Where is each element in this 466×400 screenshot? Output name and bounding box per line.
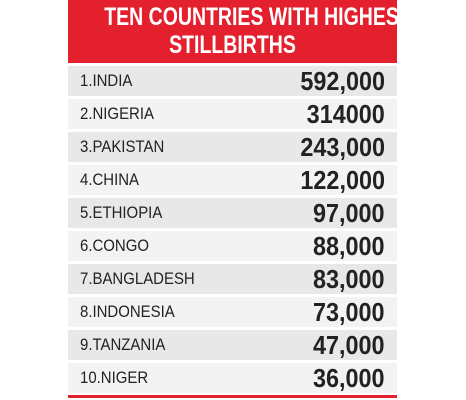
stillbirths: 243,000 <box>300 131 385 162</box>
table-row: 8.INDONESIA 73,000 <box>68 297 397 327</box>
country: 2.NIGERIA <box>80 104 155 123</box>
country: 3.PAKISTAN <box>80 137 165 156</box>
stillbirths: 83,000 <box>313 263 385 294</box>
table-row: 2.NIGERIA 314000 <box>68 99 397 129</box>
stillbirths: 73,000 <box>313 296 385 327</box>
stillbirths: 36,000 <box>313 362 385 393</box>
stillbirths: 47,000 <box>313 329 385 360</box>
stillbirths: 122,000 <box>300 164 385 195</box>
table-row: 3.PAKISTAN 243,000 <box>68 132 397 162</box>
infographic: TEN COUNTRIES WITH HIGHEST STILLBIRTHS 1… <box>68 0 411 398</box>
table-row: 6.CONGO 88,000 <box>68 231 397 261</box>
country: 8.INDONESIA <box>80 302 175 321</box>
table-row: 10.NIGER 36,000 <box>68 363 397 393</box>
stillbirths: 88,000 <box>313 230 385 261</box>
country: 4.CHINA <box>80 170 140 189</box>
country: 7.BANGLADESH <box>80 269 195 288</box>
table-row: 7.BANGLADESH 83,000 <box>68 264 397 294</box>
header: TEN COUNTRIES WITH HIGHEST STILLBIRTHS <box>68 0 411 63</box>
country: 1.INDIA <box>80 71 133 90</box>
table-row: 1.INDIA 592,000 <box>68 66 397 96</box>
stillbirths: 97,000 <box>313 197 385 228</box>
stillbirths: 314000 <box>306 98 385 129</box>
country: 6.CONGO <box>80 236 149 255</box>
table-row: 9.TANZANIA 47,000 <box>68 330 397 360</box>
table-row: 4.CHINA 122,000 <box>68 165 397 195</box>
country: 5.ETHIOPIA <box>80 203 163 222</box>
title-line: STILLBIRTHS <box>169 31 296 59</box>
table-row: 5.ETHIOPIA 97,000 <box>68 198 397 228</box>
stillbirths: 592,000 <box>300 65 385 96</box>
title-line: TEN COUNTRIES WITH HIGHEST <box>104 3 411 31</box>
country: 9.TANZANIA <box>80 335 166 354</box>
country: 10.NIGER <box>80 368 149 387</box>
table: 1.INDIA 592,000 2.NIGERIA 314000 3.PAKISTAN 2… <box>68 66 397 393</box>
